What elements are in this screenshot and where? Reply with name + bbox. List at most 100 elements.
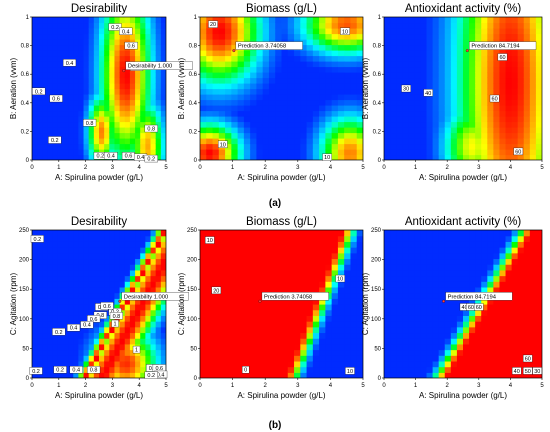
heat-cell [517,360,525,368]
heat-cell [408,105,415,112]
heat-cell [140,326,146,334]
heat-cell [262,88,270,95]
heat-cell [517,154,525,160]
heat-cell [408,94,415,101]
plot-frame [31,16,167,161]
heat-cell [505,99,513,106]
heat-cell [37,281,43,288]
heat-cell [88,304,95,311]
heat-cell [331,281,339,288]
heat-cell [218,247,226,254]
heat-cell [535,275,542,282]
prediction-marker [442,299,446,303]
heat-cell [88,55,95,62]
heat-cell [312,360,320,368]
heat-cell [78,372,85,378]
heat-cell [114,61,121,68]
heat-cell [52,304,59,311]
heat-cell [99,298,105,305]
heat-cell [535,77,542,84]
heat-cell [243,252,251,260]
heat-cell [444,127,452,134]
heat-cell [47,132,54,139]
heat-cell [231,247,239,254]
heat-cell [150,44,157,51]
heat-cell [438,143,446,150]
heat-cell [47,304,54,311]
heat-cell [356,72,363,79]
heat-cell [487,55,494,62]
heat-cell [456,258,464,265]
heat-cell [511,326,519,334]
heat-cell [469,50,476,57]
heat-cell [356,292,363,299]
heat-cell [52,121,59,128]
heat-cell [420,127,428,134]
heat-cell [200,44,207,51]
heat-cell [93,39,100,46]
heat-cell [73,132,79,139]
heat-cell [337,132,345,139]
heat-cell [93,99,100,106]
heat-cell [160,94,166,101]
heat-cell [511,315,519,322]
heat-cell [535,230,542,237]
heat-cell [444,281,452,288]
contour-label: 30 [534,369,540,375]
heat-cell [523,94,531,101]
heat-cell [312,252,320,260]
heat-cell [124,349,131,356]
heat-cell [88,66,95,73]
heat-cell [135,315,141,322]
heat-cell [463,33,470,40]
heat-cell [300,127,308,134]
heat-cell [294,372,301,378]
heat-cell [287,110,295,117]
heat-cell [312,366,320,373]
heat-cell [306,88,314,95]
heat-cell [32,275,38,282]
heat-cell [155,44,162,51]
heat-cell [243,17,251,24]
heat-cell [47,149,54,156]
heat-cell [325,55,333,62]
heat-cell [225,17,232,24]
heat-cell [155,264,162,271]
heat-cell [344,121,352,128]
heat-cell [384,252,391,260]
heat-cell [475,366,482,373]
heat-cell [505,338,513,345]
heat-cell [243,77,251,84]
heat-cell [350,83,358,90]
heat-cell [294,83,301,90]
heat-cell [93,321,100,328]
heat-cell [37,50,43,57]
heat-cell [420,99,428,106]
heat-cell [426,366,434,373]
heat-cell [420,366,428,373]
heat-cell [73,230,79,237]
heat-cell [119,149,126,156]
contour-label-box [52,328,66,336]
heat-cell [93,22,100,29]
heat-cell [109,366,116,373]
heatmap-surface [200,17,363,160]
heat-cell [256,292,264,299]
heat-cell [262,252,270,260]
heat-cell [300,304,308,311]
heat-cell [129,17,136,24]
heat-cell [456,105,464,112]
heat-cell [206,61,214,68]
heat-cell [300,332,308,339]
heat-cell [529,116,537,123]
heat-cell [420,61,428,68]
heat-cell [256,66,264,73]
contour-label-box [66,324,81,332]
heat-cell [206,286,214,294]
heat-cell [145,105,152,112]
heat-cell [499,94,507,101]
heat-cell [243,105,251,112]
heat-cell [535,332,542,339]
heat-cell [104,332,110,339]
heat-cell [83,252,90,260]
